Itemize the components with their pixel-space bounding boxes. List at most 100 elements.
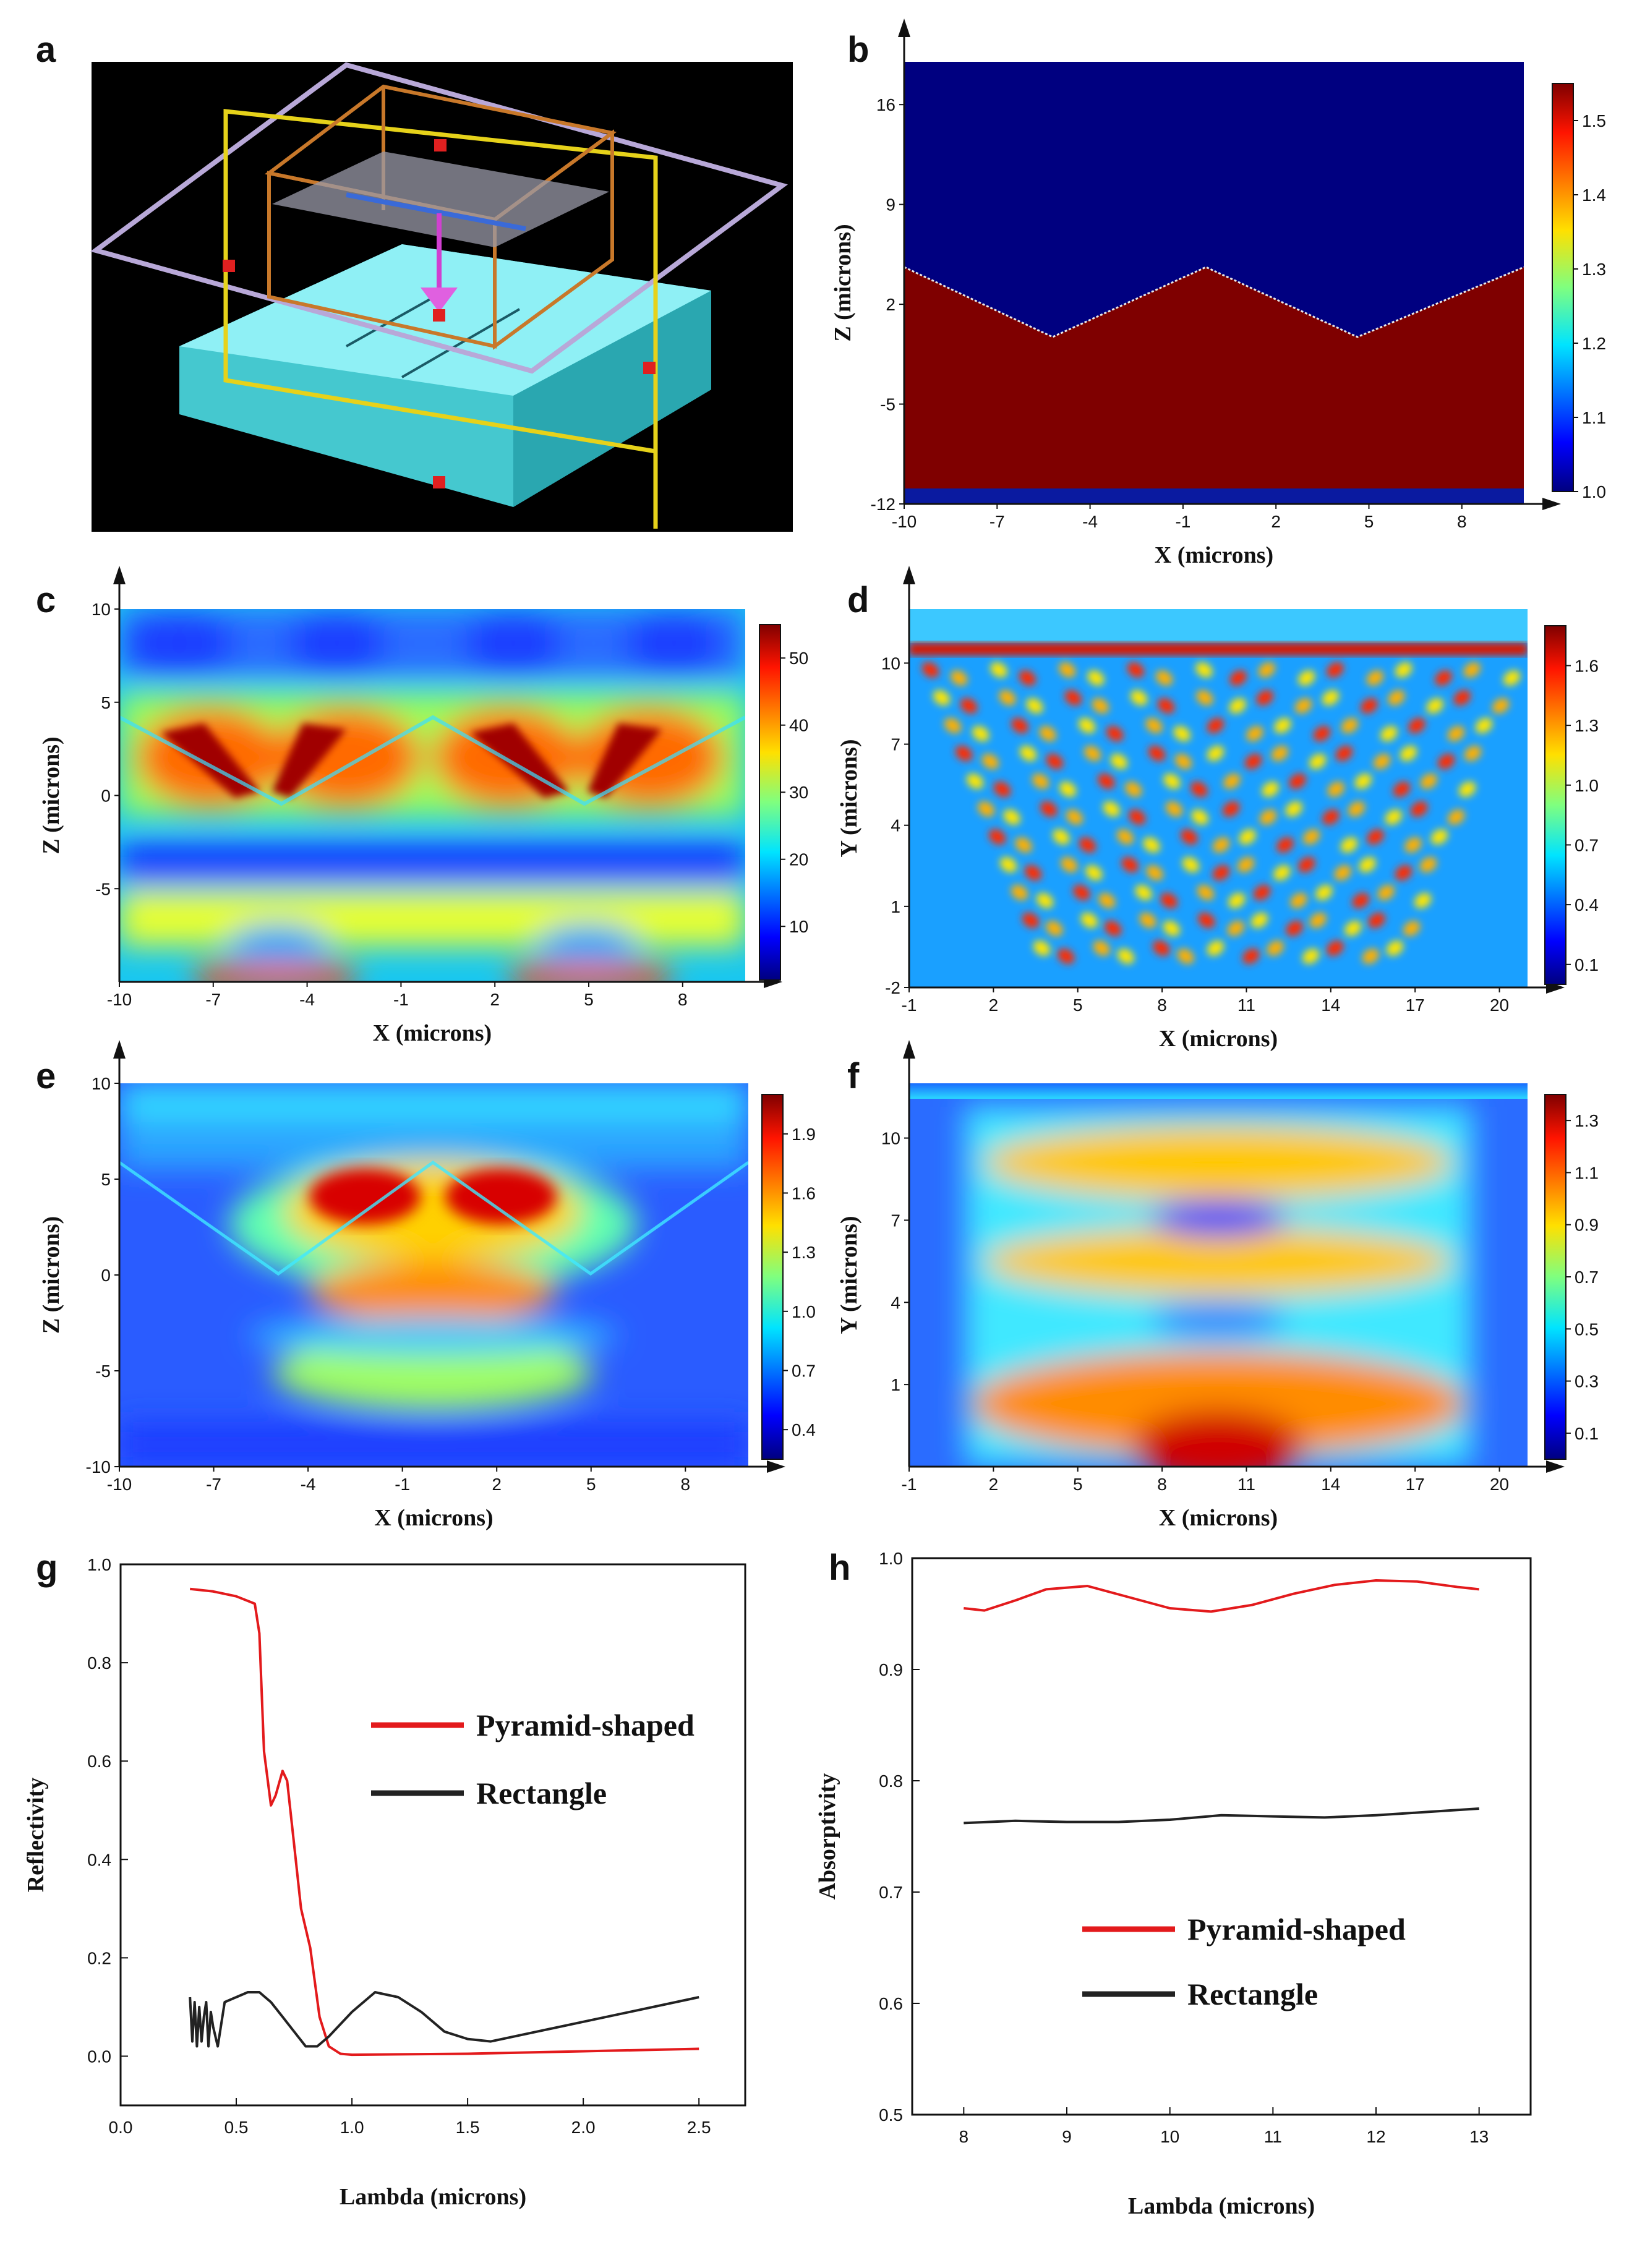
field-spot	[1160, 893, 1178, 909]
x-axis-label: X (microns)	[1159, 1026, 1278, 1052]
field-spot	[990, 662, 1008, 678]
colorbar-tick-label: 1.1	[1575, 1163, 1599, 1182]
field-spot	[1250, 912, 1268, 928]
field-spot	[1103, 801, 1121, 817]
field-spot	[1359, 856, 1376, 872]
colorbar-tick-label: 1.6	[792, 1183, 816, 1203]
x-tick-label: 2	[989, 1475, 999, 1494]
field-spot	[1019, 745, 1037, 761]
colorbar-tick-label: 1.2	[1582, 334, 1606, 353]
y-tick-label: 0.7	[879, 1883, 903, 1902]
colorbar-tick-label: 40	[789, 716, 808, 735]
field-spot	[1253, 884, 1271, 900]
x-tick-label: 2.0	[571, 2118, 596, 2137]
field-spot	[1080, 912, 1098, 928]
field-spot	[1322, 689, 1340, 706]
field-spot	[1011, 884, 1028, 900]
x-tick-label: 11	[1237, 1475, 1255, 1494]
field-spot	[1385, 809, 1403, 825]
field-spot	[955, 745, 973, 761]
y-axis-label: Z (microns)	[830, 224, 856, 341]
field-spot	[1011, 717, 1028, 733]
y-tick-label: 1.0	[879, 1549, 903, 1568]
panel-a-schematic	[90, 62, 793, 532]
field-spot	[1228, 893, 1246, 909]
y-tick-label: 10	[881, 1129, 900, 1148]
field-blob	[1132, 1410, 1305, 1467]
field-spot	[993, 782, 1011, 798]
y-tick-label: 4	[891, 816, 900, 835]
y-tick-label: 9	[886, 195, 895, 215]
x-tick-label: -1	[393, 990, 409, 1009]
x-tick-label: -1	[902, 1475, 917, 1494]
y-tick-label: -5	[95, 1362, 111, 1381]
x-tick-label: 20	[1490, 995, 1509, 1015]
field-spot	[1327, 662, 1344, 678]
colorbar-tick-label: 30	[789, 783, 808, 802]
field-spot	[1340, 837, 1358, 853]
field-spot	[1059, 782, 1077, 798]
y-tick-label: 0	[101, 787, 111, 806]
source-plane	[272, 151, 609, 247]
x-tick-label: 8	[681, 1475, 691, 1494]
panel-h-line-chart: 8 9 10 11 12 13 0.5 0.6 0.7 0.8 0.9 1.0 Lambda (micr…	[814, 1549, 1532, 2219]
field-spot	[933, 689, 951, 706]
field-spot	[1191, 809, 1208, 825]
x-tick-label: -7	[205, 990, 221, 1009]
y-tick-label: 10	[92, 600, 111, 619]
field-spot	[1078, 717, 1096, 733]
panel-label-e: e	[36, 1056, 56, 1096]
groove-line	[346, 289, 446, 347]
field-blob	[272, 1336, 594, 1410]
colorbar-tick-label: 50	[789, 649, 808, 668]
field-spot	[1297, 670, 1315, 686]
x-tick-label: 5	[584, 990, 594, 1009]
field-blob	[309, 1261, 557, 1323]
field-spot	[1313, 726, 1331, 742]
x-tick-label: 8	[678, 990, 688, 1009]
field-spot	[1121, 856, 1139, 872]
panel-labels: a b c d e f g h	[36, 30, 869, 1588]
x-tick-label: 17	[1406, 1475, 1425, 1494]
field-spot	[1309, 754, 1327, 770]
field-spot	[1207, 940, 1225, 956]
field-spot	[1212, 865, 1230, 881]
field-spot	[1335, 745, 1353, 761]
panel-label-c: c	[36, 580, 56, 620]
field-spot	[1503, 670, 1521, 686]
field-spot	[1400, 745, 1417, 761]
field-spot	[1289, 773, 1306, 789]
panel-label-g: g	[36, 1548, 58, 1588]
polarization-arrow	[346, 192, 526, 231]
field-blob	[625, 612, 724, 674]
y-tick-label: -10	[86, 1457, 111, 1477]
field-spot	[1297, 856, 1315, 872]
field-spot	[1420, 773, 1438, 789]
field-spot	[1092, 698, 1109, 714]
field-spot	[1403, 921, 1421, 937]
x-axis-label: X (microns)	[373, 1020, 492, 1046]
colorbar-tick-label: 1.9	[792, 1125, 816, 1144]
heatmap-b-substrate	[904, 267, 1524, 488]
field-spot	[1127, 662, 1145, 678]
field-spot	[1354, 773, 1372, 789]
field-spot	[1015, 837, 1032, 853]
colorbar-tick-label: 0.7	[1575, 1268, 1599, 1287]
field-spot	[1386, 940, 1404, 956]
field-spot	[1273, 865, 1291, 881]
field-spot	[1066, 809, 1083, 825]
y-tick-label: 10	[881, 654, 900, 673]
colorbar-tick-label: 0.5	[1575, 1319, 1599, 1339]
field-blob	[247, 1317, 618, 1354]
field-spots-d	[921, 662, 1521, 965]
groove-line	[401, 308, 521, 378]
y-tick-label: 2	[886, 295, 895, 314]
x-tick-label: 2	[989, 995, 999, 1015]
field-spot	[1032, 773, 1049, 789]
field-spot	[1058, 662, 1076, 678]
x-tick-label: 1.5	[456, 2118, 480, 2137]
field-spot	[1061, 856, 1078, 872]
field-spot	[1024, 865, 1042, 881]
field-spot	[1022, 912, 1040, 928]
